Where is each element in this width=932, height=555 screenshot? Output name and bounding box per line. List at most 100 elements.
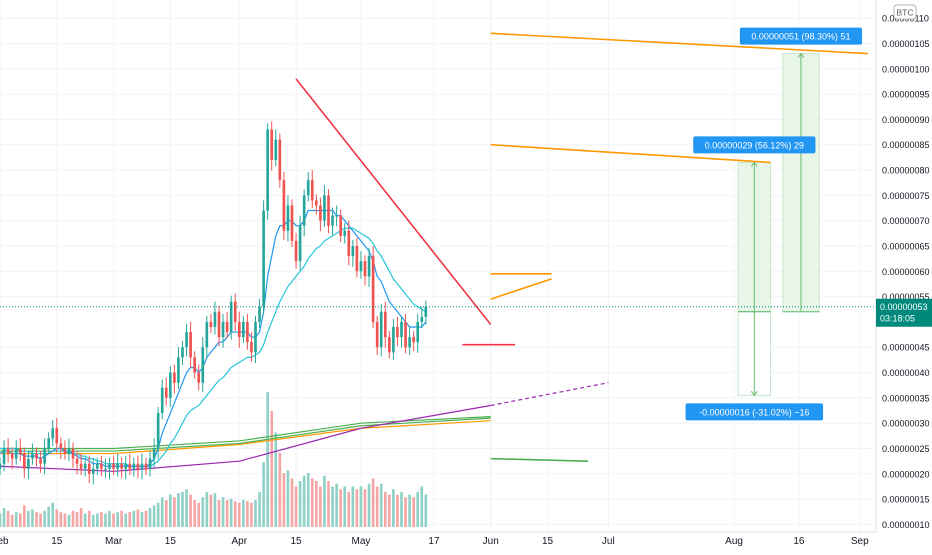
volume-bar (221, 497, 225, 527)
candle-body (79, 463, 83, 469)
volume-bar (367, 483, 371, 527)
candle-body (404, 321, 407, 348)
candle-body (225, 321, 229, 333)
candle-body (136, 463, 140, 469)
volume-bar (213, 493, 217, 527)
y-tick-label: 0.00000100 (882, 64, 930, 74)
volume-bar (266, 392, 269, 527)
x-tick-label: 15 (165, 536, 177, 547)
projection-label-bg (685, 403, 824, 421)
volume-bar (27, 510, 30, 527)
candle-body (173, 372, 176, 383)
candle-body (169, 372, 172, 398)
x-tick-label: Jul (602, 536, 615, 547)
volume-bar (205, 491, 209, 527)
candle-body (112, 463, 115, 469)
candle-body (108, 463, 111, 469)
projection-label: -0.00000016 (-31.02%) −16 (699, 407, 809, 417)
candle-body (298, 225, 302, 262)
drawings[interactable] (295, 32, 868, 462)
candle-body (392, 326, 395, 353)
candle-body (27, 458, 30, 469)
volume-bar (209, 494, 213, 527)
y-tick-label: 0.00000065 (882, 241, 930, 251)
volume-bar (306, 473, 310, 527)
candle-body (6, 448, 10, 454)
projection-arrow-head (750, 391, 758, 397)
volume-bar (424, 494, 428, 527)
candle-body (185, 332, 188, 348)
candle-body (47, 438, 50, 449)
volume-bar (181, 491, 184, 527)
candle-body (416, 321, 420, 343)
volume-bar (339, 489, 342, 527)
volume-bar (112, 513, 115, 527)
projection-arrow-head (797, 52, 805, 58)
volume-bar (152, 505, 156, 527)
volume-bar (108, 510, 111, 527)
volume-bar (404, 497, 407, 527)
candle-body (319, 205, 322, 221)
x-tick-label: 16 (793, 536, 805, 547)
candle-body (116, 463, 119, 469)
candle-body (290, 205, 294, 241)
y-tick-label: 0.00000070 (882, 216, 930, 226)
ma-green-line-b (0, 417, 491, 452)
candle-body (197, 372, 201, 383)
candle-body (83, 463, 87, 469)
volume-bar (55, 509, 59, 527)
volume-bar (375, 486, 379, 527)
x-tick-label: 15 (542, 536, 554, 547)
candle-body (152, 448, 156, 459)
volume-bar (363, 489, 367, 527)
candle-body (67, 448, 71, 454)
candle-body (347, 230, 351, 257)
candle-body (335, 215, 338, 217)
projection-label: 0.00000029 (56.12%) 29 (705, 140, 804, 150)
currency-badge[interactable]: BTC (893, 4, 917, 20)
volume-bar (51, 502, 55, 527)
volume-bar (331, 486, 334, 527)
candle-body (87, 463, 91, 474)
candle-body (258, 306, 261, 322)
volume-bar (302, 475, 306, 527)
volume-bar (104, 513, 107, 527)
volume-bar (6, 510, 10, 527)
volume-bar (286, 470, 290, 527)
y-tick-label: 0.00000105 (882, 39, 930, 49)
candle-body (0, 463, 2, 469)
grid (0, 0, 876, 532)
candle-body (59, 443, 63, 449)
volume-bar (189, 494, 192, 527)
volume-bar (298, 481, 302, 527)
candle-body (363, 261, 367, 277)
candle-body (383, 311, 387, 338)
candle-body (35, 453, 38, 459)
volume-bar (96, 513, 99, 527)
volume-bar (10, 514, 14, 527)
volume-bar (43, 510, 46, 527)
volume-bar (262, 462, 265, 527)
candle-body (400, 321, 403, 338)
volume-bar (254, 500, 257, 527)
y-tick-label: 0.00000045 (882, 343, 930, 353)
volume-bar (229, 498, 233, 527)
x-tick-label: Jun (483, 536, 499, 547)
short-orange-line-b (490, 278, 552, 300)
volume-bar (128, 512, 132, 527)
volume-bar (2, 508, 6, 527)
volume-bar (124, 513, 128, 527)
candle-body (408, 337, 411, 348)
candle-body (71, 448, 75, 459)
candle-body (270, 129, 274, 160)
currency-badge-text: BTC (897, 8, 914, 18)
trendline-red (295, 78, 492, 325)
volume-bar (408, 494, 411, 527)
candle-body (262, 210, 265, 307)
candle-body (282, 180, 286, 231)
candle-body (371, 256, 375, 322)
volume-bar (87, 510, 91, 527)
x-tick-label: 15 (290, 536, 302, 547)
